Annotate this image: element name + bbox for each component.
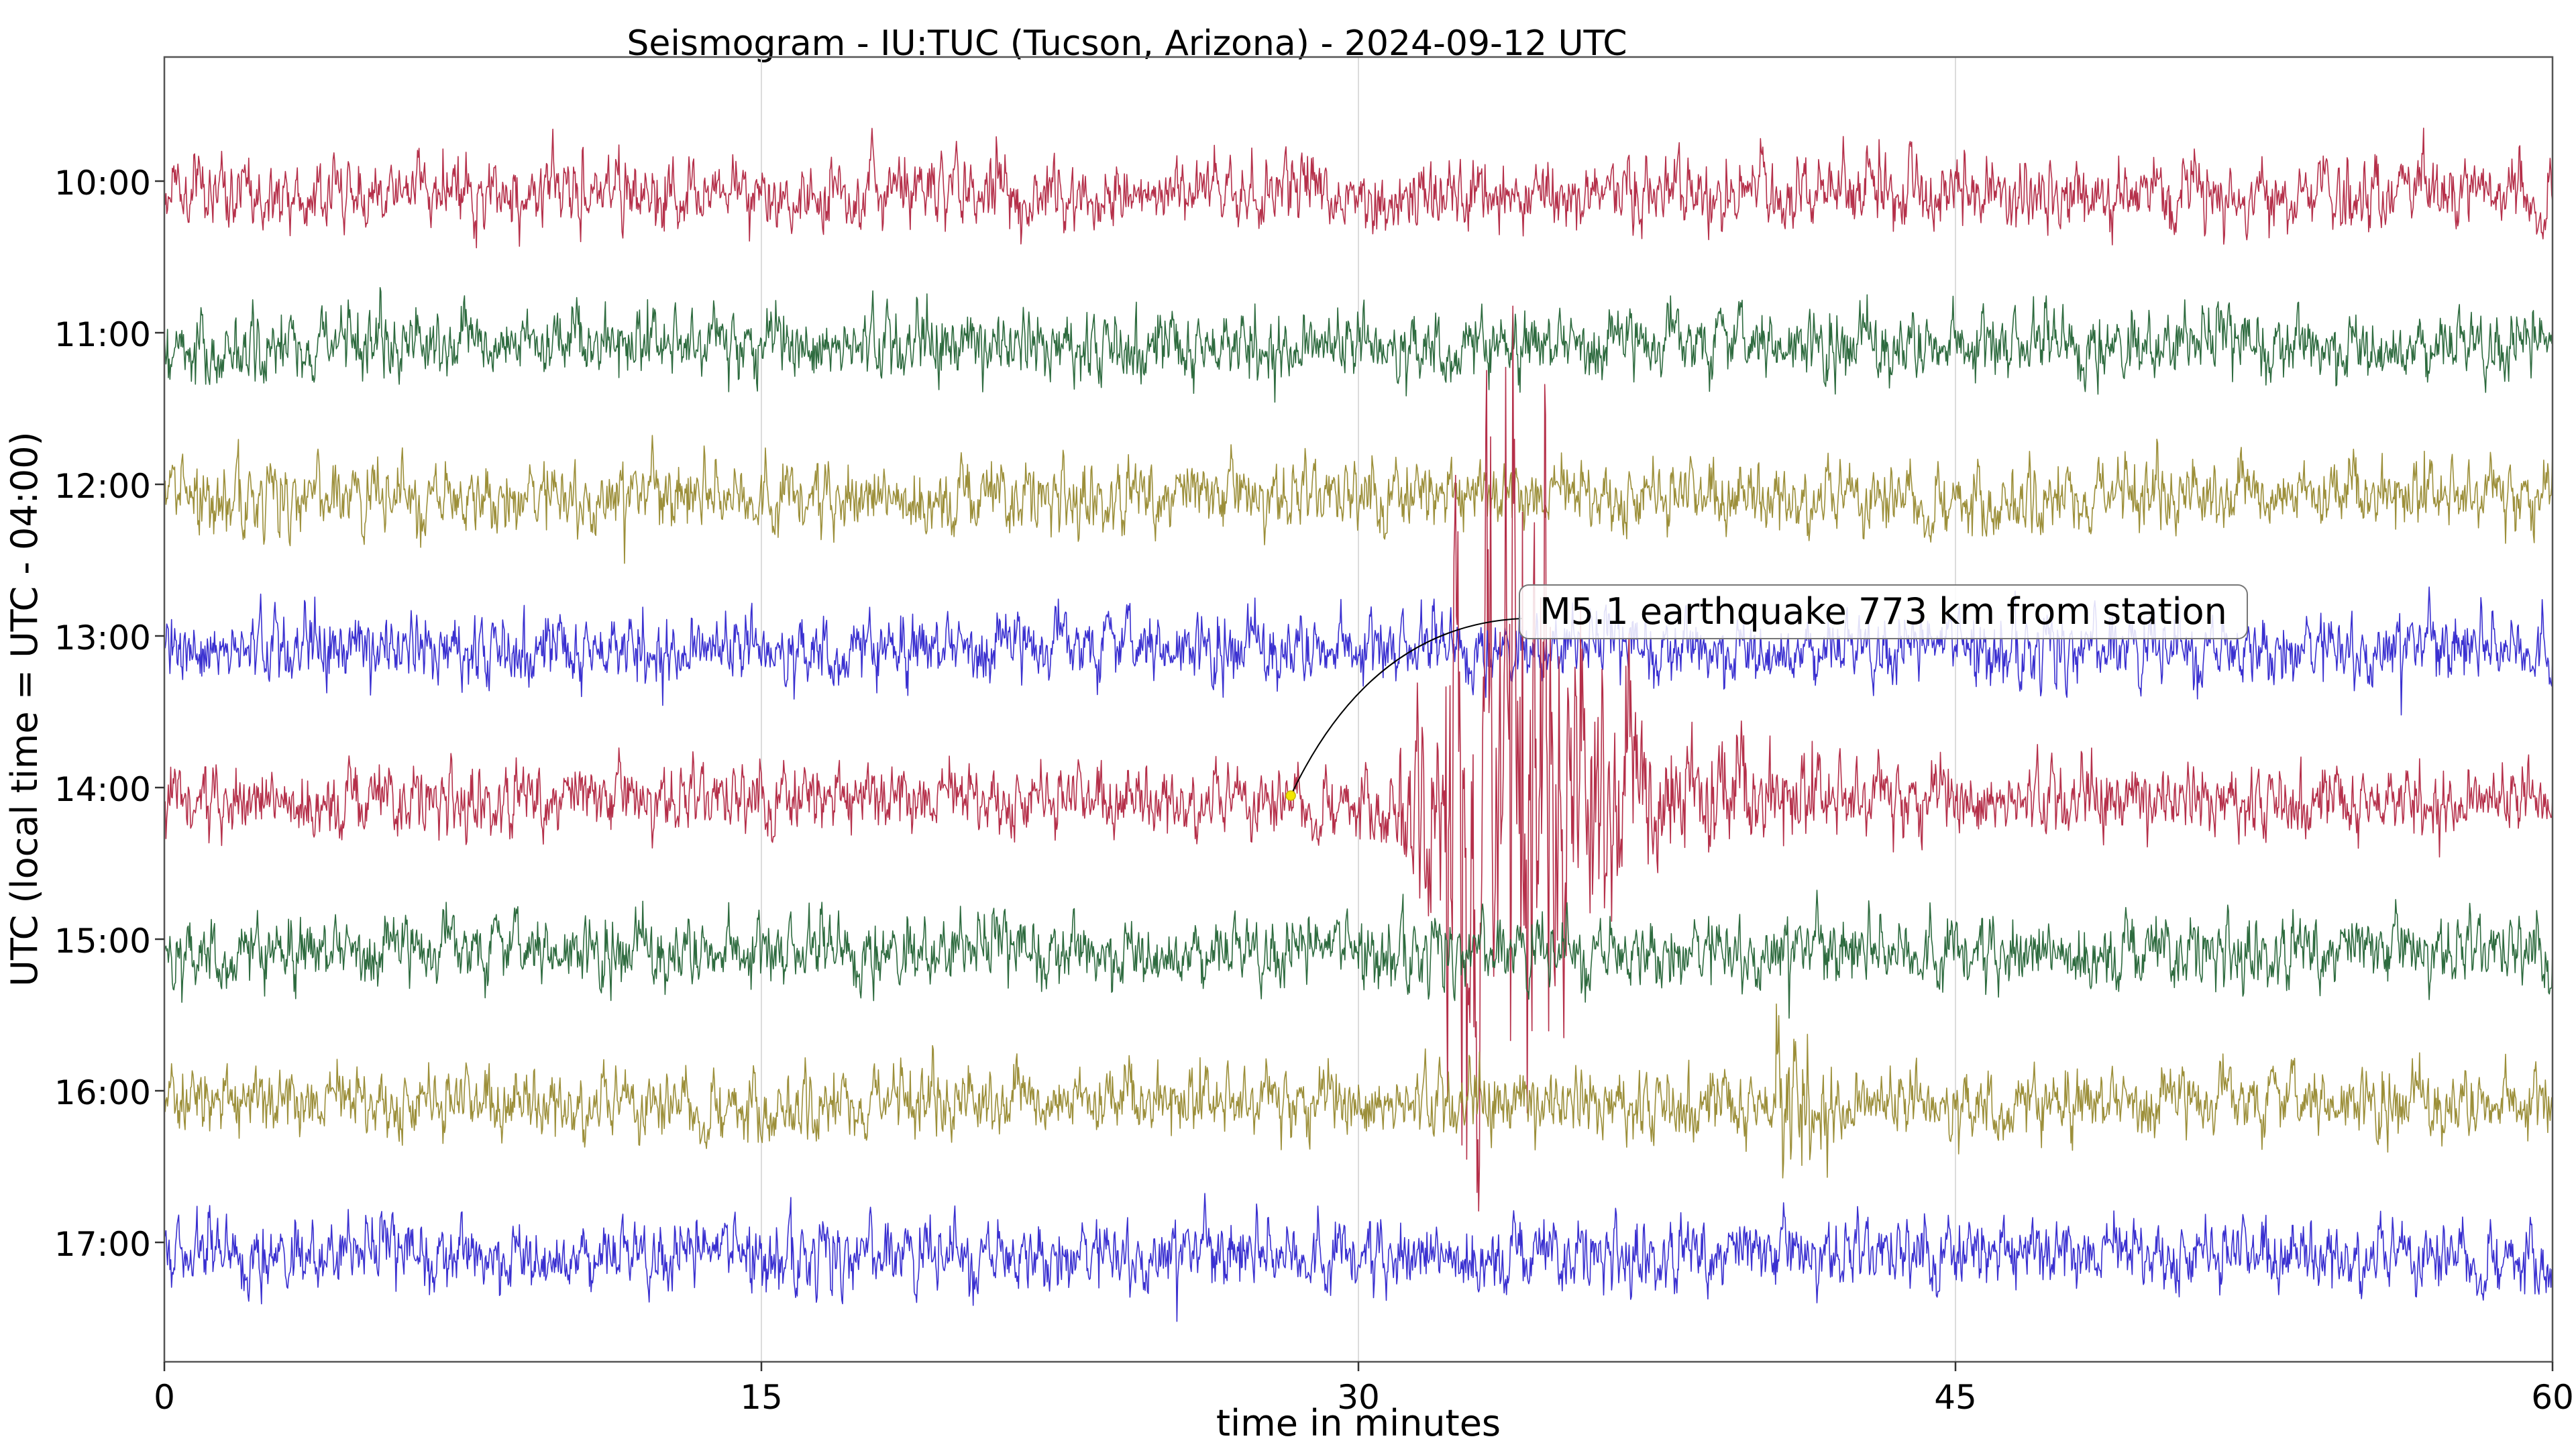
trace-1700 [164, 1193, 2553, 1322]
x-axis-label: time in minutes [1216, 1402, 1501, 1444]
event-marker [1285, 790, 1296, 801]
y-tick-label-12:00: 12:00 [54, 467, 151, 506]
y-tick-label-17:00: 17:00 [54, 1225, 151, 1264]
earthquake-annotation: M5.1 earthquake 773 km from station [1285, 584, 2248, 801]
grid-lines [761, 57, 1956, 1362]
trace-1100 [164, 286, 2553, 403]
y-tick-label-11:00: 11:00 [54, 315, 151, 354]
y-tick-label-14:00: 14:00 [54, 770, 151, 809]
y-tick-label-15:00: 15:00 [54, 922, 151, 961]
x-tick-label-15: 15 [740, 1378, 783, 1417]
x-tick-label-60: 60 [2531, 1378, 2574, 1417]
trace-1000 [164, 127, 2553, 249]
annotation-arrow [1290, 618, 1523, 796]
x-tick-label-45: 45 [1934, 1378, 1977, 1417]
trace-1500 [164, 890, 2553, 1019]
x-axis-ticks: 0 15 30 45 60 [154, 1362, 2574, 1417]
trace-1400 [164, 305, 2553, 1212]
trace-1200 [164, 435, 2553, 564]
y-tick-label-13:00: 13:00 [54, 619, 151, 657]
y-axis-ticks: 10:00 11:00 12:00 13:00 14:00 15:00 16:00 17:00 [54, 164, 164, 1264]
x-tick-label-30: 30 [1337, 1378, 1380, 1417]
y-tick-label-10:00: 10:00 [54, 164, 151, 203]
y-tick-label-16:00: 16:00 [54, 1073, 151, 1112]
annotation-text: M5.1 earthquake 773 km from station [1540, 590, 2227, 633]
trace-1600 [164, 1003, 2553, 1179]
annotation-box [1519, 584, 2248, 639]
y-axis-label: UTC (local time = UTC - 04:00) [3, 431, 46, 986]
x-tick-label-0: 0 [154, 1378, 175, 1417]
